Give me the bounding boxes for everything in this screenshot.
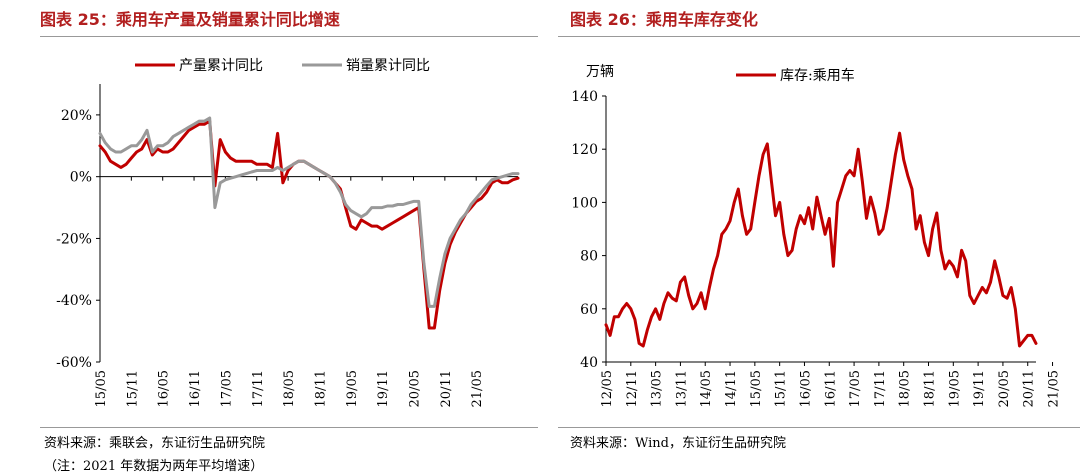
x-tick-label: 21/05 <box>470 370 485 407</box>
left-panel: 图表 25：乘用车产量及销量累计同比增速 20% 0% -20% -40% -60% 15… <box>40 10 538 474</box>
x-tick-label: 20/05 <box>997 370 1012 407</box>
x-tick-label: 14/05 <box>699 370 714 407</box>
legend-label-2: 销量累计同比 <box>346 58 430 74</box>
x-tick-label: 20/05 <box>408 370 423 407</box>
figure-title-25: 图表 25：乘用车产量及销量累计同比增速 <box>40 10 340 29</box>
x-tick-label: 21/05 <box>1047 370 1062 407</box>
x-tick-label: 19/05 <box>345 370 360 407</box>
x-tick-label: 16/11 <box>823 370 838 407</box>
source-text: 资料来源：Wind，东证衍生品研究院 <box>570 436 786 451</box>
x-tick-label: 18/05 <box>282 370 297 407</box>
chart-production-sales-yoy: 20% 0% -20% -40% -60%15/05 15/11 16/05 16/11 17/… <box>56 58 520 407</box>
right-panel: 图表 26：乘用车库存变化 140 120 100 80 60 40 12/05 12/11 1… <box>558 0 1080 475</box>
x-tick-label: 13/05 <box>650 370 665 407</box>
y-tick-label: -20% <box>56 231 92 247</box>
y-tick-label: 80 <box>580 249 598 265</box>
x-tick-label: 13/11 <box>674 370 689 407</box>
x-tick-label: 12/05 <box>600 370 615 407</box>
y-tick-label: 120 <box>571 142 598 158</box>
x-tick-label: 19/11 <box>376 370 391 407</box>
x-tick-label: 19/11 <box>972 370 987 407</box>
y-tick-label: 100 <box>571 195 598 211</box>
y-tick-label: 40 <box>580 355 598 371</box>
x-tick-label: 15/05 <box>94 370 109 407</box>
x-tick-label: 18/05 <box>898 370 913 407</box>
figure-title-26: 图表 26：乘用车库存变化 <box>570 10 758 29</box>
title-rule <box>558 36 1080 37</box>
title-rule <box>40 36 538 37</box>
x-tick-label: 20/11 <box>439 370 454 407</box>
x-tick-label: 15/11 <box>774 370 789 407</box>
series-line-1 <box>604 131 1038 348</box>
x-tick-label: 15/05 <box>749 370 764 407</box>
x-tick-label: 17/05 <box>219 370 234 407</box>
x-tick-label: 16/11 <box>188 370 203 407</box>
x-tick-label: 19/05 <box>947 370 962 407</box>
x-tick-label: 16/05 <box>157 370 172 407</box>
x-tick-label: 12/11 <box>625 370 640 407</box>
y-tick-label: -60% <box>56 355 92 371</box>
legend-label-1: 产量累计同比 <box>179 58 263 74</box>
series-line-2 <box>98 116 520 308</box>
x-tick-label: 17/11 <box>251 370 266 407</box>
x-tick-label: 20/11 <box>1022 370 1037 407</box>
legend-label-1: 库存:乘用车 <box>780 67 855 84</box>
note-text: （注：2021 年数据为两年平均增速） <box>44 459 264 474</box>
x-tick-label: 17/11 <box>873 370 888 407</box>
source-text: 资料来源：乘联会，东证衍生品研究院 <box>44 436 266 451</box>
x-tick-label: 18/11 <box>923 370 938 407</box>
y-tick-label: 140 <box>571 89 598 105</box>
x-tick-label: 16/05 <box>798 370 813 407</box>
y-axis-unit: 万辆 <box>586 64 614 80</box>
x-tick-label: 18/11 <box>313 370 328 407</box>
x-tick-label: 14/11 <box>724 370 739 407</box>
x-tick-label: 15/11 <box>125 370 140 407</box>
source-rule <box>40 427 538 428</box>
y-tick-label: 60 <box>580 302 598 318</box>
series-line-1 <box>98 119 520 330</box>
source-rule <box>558 427 1080 428</box>
x-tick-label: 17/05 <box>848 370 863 407</box>
y-tick-label: 0% <box>70 170 92 186</box>
y-tick-label: 20% <box>61 108 92 124</box>
y-tick-label: -40% <box>56 293 92 309</box>
